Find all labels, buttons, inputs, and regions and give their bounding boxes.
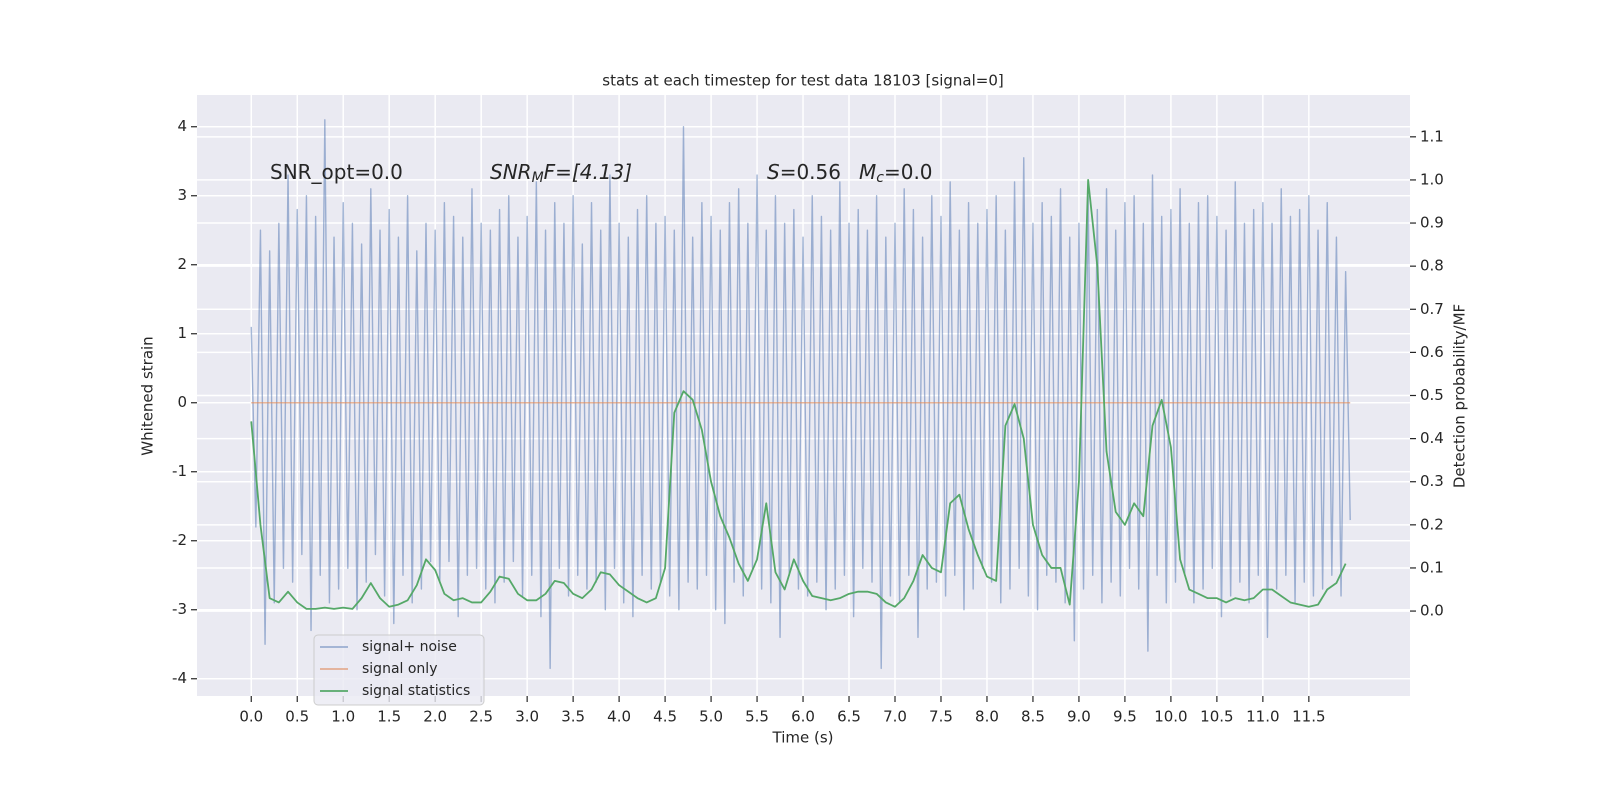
x-tick-label: 6.5 [837, 708, 861, 726]
annotation-sub: c [876, 170, 884, 186]
x-tick-label: 5.0 [699, 708, 723, 726]
series-line [250, 179, 1347, 610]
y2-tick-label: 0.9 [1420, 214, 1444, 232]
legend-label: signal statistics [362, 683, 470, 699]
y2-tick-label: 0.7 [1420, 300, 1444, 318]
x-tick-label: 11.5 [1292, 708, 1325, 726]
y-tick-label: -4 [172, 669, 187, 687]
annotation-sub: M [532, 170, 544, 186]
y2-tick-label: 1.1 [1420, 127, 1444, 145]
chart-title: stats at each timestep for test data 181… [602, 72, 1003, 90]
y-tick-label: 1 [177, 324, 187, 342]
y-tick-label: 2 [177, 255, 187, 273]
y-axis-label: Whitened strain [139, 336, 157, 455]
x-tick-label: 2.0 [423, 708, 447, 726]
y2-tick-label: 0.1 [1420, 558, 1444, 576]
y2-tick-label: 0.4 [1420, 429, 1444, 447]
legend-label: signal only [362, 661, 437, 677]
x-tick-label: 8.0 [975, 708, 999, 726]
annotation-rest: =0.0 [884, 160, 933, 184]
series-line [250, 119, 1351, 670]
y-tick-label: -2 [172, 531, 187, 549]
legend-label: signal+ noise [362, 639, 457, 655]
annotation: Mc=0.0 [859, 160, 933, 187]
x-tick-label: 1.0 [331, 708, 355, 726]
y-tick-label: -3 [172, 600, 187, 618]
x-tick-label: 4.5 [653, 708, 677, 726]
x-tick-label: 10.0 [1154, 708, 1187, 726]
annotation-rest: F=[4.13] [544, 160, 632, 184]
x-tick-label: 10.5 [1200, 708, 1233, 726]
y2-tick-label: 0.8 [1420, 257, 1444, 275]
annotation-main: SNR [490, 160, 532, 184]
y2-tick-label: 1.0 [1420, 170, 1444, 188]
x-tick-label: 1.5 [377, 708, 401, 726]
x-tick-label: 5.5 [745, 708, 769, 726]
x-tick-label: 3.5 [561, 708, 585, 726]
y2-tick-label: 0.2 [1420, 515, 1444, 533]
x-tick-label: 11.0 [1246, 708, 1279, 726]
x-tick-label: 8.5 [1021, 708, 1045, 726]
x-tick-label: 3.0 [515, 708, 539, 726]
annotation-main: S [767, 160, 780, 184]
x-tick-label: 0.5 [285, 708, 309, 726]
x-tick-label: 7.0 [883, 708, 907, 726]
x-tick-label: 4.0 [607, 708, 631, 726]
y-tick-label: -1 [172, 462, 187, 480]
y2-tick-label: 0.3 [1420, 472, 1444, 490]
x-tick-label: 2.5 [469, 708, 493, 726]
y-tick-label: 0 [177, 393, 187, 411]
y2-tick-label: 0.6 [1420, 343, 1444, 361]
annotation: SNRMF=[4.13] [490, 160, 632, 187]
y2-tick-label: 0.0 [1420, 602, 1444, 620]
y2-tick-label: 0.5 [1420, 386, 1444, 404]
annotation-main: SNR_opt=0.0 [270, 160, 403, 184]
legend: signal+ noise signal only signal statistic… [313, 634, 485, 706]
y-tick-label: 4 [177, 117, 187, 135]
y2-axis-label: Detection probability/MF [1451, 304, 1469, 488]
x-tick-label: 6.0 [791, 708, 815, 726]
x-tick-label: 9.0 [1067, 708, 1091, 726]
x-tick-label: 9.5 [1113, 708, 1137, 726]
y-tick-label: 3 [177, 186, 187, 204]
annotation-rest: =0.56 [780, 160, 841, 184]
annotation: S=0.56 [767, 160, 841, 184]
annotation-main: M [859, 160, 876, 184]
x-axis-label: Time (s) [772, 729, 834, 747]
grid-layer [197, 95, 1410, 696]
x-tick-label: 7.5 [929, 708, 953, 726]
annotation: SNR_opt=0.0 [270, 160, 403, 184]
x-tick-label: 0.0 [239, 708, 263, 726]
legend-box [313, 634, 485, 706]
